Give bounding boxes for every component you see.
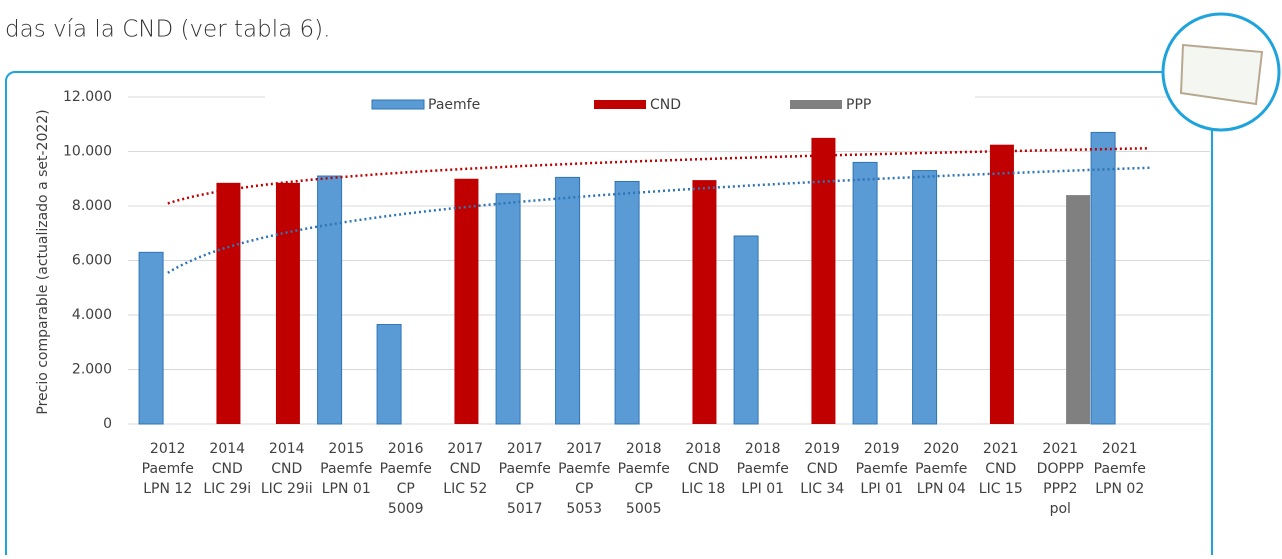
bar bbox=[556, 177, 580, 424]
y-axis-title: Precio comparable (actualizado a set-202… bbox=[35, 109, 51, 414]
bar bbox=[913, 171, 937, 424]
bar bbox=[139, 252, 163, 424]
y-tick-label: 0 bbox=[103, 416, 112, 432]
bar bbox=[276, 183, 300, 424]
bar bbox=[734, 236, 758, 424]
bar bbox=[990, 145, 1014, 424]
y-tick-label: 4.000 bbox=[72, 307, 112, 323]
whiteboard-icon bbox=[1163, 14, 1279, 130]
y-tick-label: 2.000 bbox=[72, 362, 112, 378]
y-tick-label: 10.000 bbox=[63, 144, 112, 160]
y-tick-label: 12.000 bbox=[63, 89, 112, 105]
y-tick-label: 6.000 bbox=[72, 253, 112, 269]
bar bbox=[318, 176, 342, 424]
bar bbox=[454, 179, 478, 424]
chart: das vía la CND (ver tabla 6). Precio com… bbox=[0, 0, 1282, 555]
bar bbox=[615, 181, 639, 424]
bar bbox=[853, 162, 877, 424]
intro-text: das vía la CND (ver tabla 6). bbox=[5, 17, 330, 43]
legend-swatch bbox=[594, 100, 646, 109]
bar bbox=[1066, 195, 1090, 424]
legend-swatch bbox=[372, 100, 424, 109]
bar bbox=[496, 194, 520, 424]
legend-swatch bbox=[790, 100, 842, 109]
legend-label: Paemfe bbox=[428, 97, 480, 113]
y-tick-label: 8.000 bbox=[72, 198, 112, 214]
legend-label: CND bbox=[650, 97, 681, 113]
page: das vía la CND (ver tabla 6). Precio com… bbox=[0, 0, 1282, 555]
bar bbox=[1091, 132, 1115, 424]
legend-label: PPP bbox=[846, 97, 871, 113]
bar bbox=[377, 325, 401, 424]
bar bbox=[216, 183, 240, 424]
bar bbox=[692, 180, 716, 424]
